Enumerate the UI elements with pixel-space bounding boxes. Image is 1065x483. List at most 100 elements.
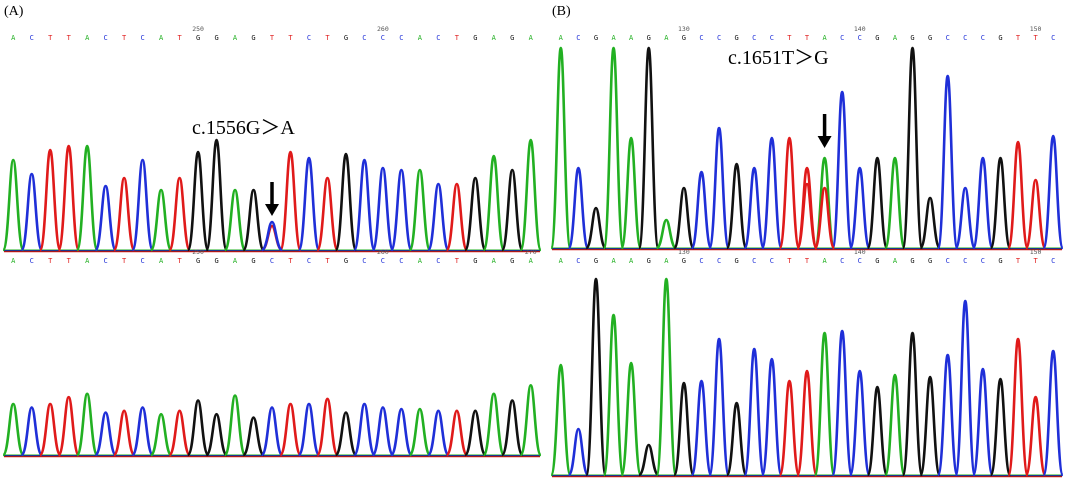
trace-peak xyxy=(1007,140,1029,250)
trace-peak xyxy=(352,158,376,252)
trace-peak xyxy=(549,363,572,477)
base-call: G xyxy=(647,257,651,265)
base-call: T xyxy=(48,257,53,265)
base-call: T xyxy=(270,34,275,42)
base-call: A xyxy=(418,34,423,42)
base-call: G xyxy=(928,34,932,42)
trace-peak xyxy=(549,46,572,250)
base-call: A xyxy=(611,257,616,265)
trace-peak xyxy=(866,156,889,250)
base-call: T xyxy=(122,34,127,42)
base-call: G xyxy=(473,34,477,42)
base-call: T xyxy=(48,34,53,42)
trace-peak xyxy=(242,188,265,252)
base-call: C xyxy=(141,34,145,42)
base-call: G xyxy=(594,34,598,42)
trace-peak xyxy=(866,385,889,477)
base-call: C xyxy=(30,34,34,42)
trace-peak xyxy=(1042,134,1065,250)
base-call: A xyxy=(629,34,634,42)
trace-peak xyxy=(57,395,81,457)
base-call: T xyxy=(805,34,810,42)
base-call: C xyxy=(576,257,580,265)
base-call: A xyxy=(629,257,634,265)
trace-peak xyxy=(186,399,210,457)
base-call: G xyxy=(214,34,218,42)
trace-peak xyxy=(989,377,1012,477)
base-call: C xyxy=(981,257,985,265)
base-call: G xyxy=(735,34,739,42)
trace-peak xyxy=(989,156,1012,250)
base-call: A xyxy=(893,34,898,42)
base-call: A xyxy=(559,257,564,265)
base-call: A xyxy=(418,257,423,265)
trace-peak xyxy=(901,46,924,250)
base-call: T xyxy=(455,257,460,265)
trace-peak xyxy=(94,411,118,457)
base-call: G xyxy=(214,257,218,265)
trace-peak xyxy=(149,188,173,252)
base-call: C xyxy=(399,34,403,42)
base-call: C xyxy=(770,257,774,265)
base-call: C xyxy=(858,257,862,265)
trace-peak xyxy=(620,361,643,477)
trace-peak xyxy=(445,409,469,457)
position-number: 260 xyxy=(377,25,389,33)
base-call: C xyxy=(963,257,967,265)
base-call: C xyxy=(770,34,774,42)
trace-peak xyxy=(426,409,450,457)
trace-peak xyxy=(848,166,871,250)
base-call: C xyxy=(840,257,844,265)
base-call: C xyxy=(858,34,862,42)
trace-peak xyxy=(919,196,942,250)
base-call: G xyxy=(910,34,914,42)
base-call: T xyxy=(67,34,72,42)
base-call: C xyxy=(362,257,366,265)
trace-peak xyxy=(708,126,731,250)
trace-peak xyxy=(297,156,321,252)
trace-peak xyxy=(813,331,836,477)
trace-peak xyxy=(796,166,818,250)
trace-peak xyxy=(1007,337,1029,477)
trace-peak xyxy=(796,369,818,477)
base-call: A xyxy=(611,34,616,42)
trace-peak xyxy=(585,277,607,477)
trace-peak xyxy=(205,412,229,457)
base-call: A xyxy=(159,257,164,265)
panel-0-bottom-trace: A C T T A C T C A T G G A G C T C T G C C C A C T G A G A 250 260 270 xyxy=(1,248,543,458)
trace-peak xyxy=(743,166,766,250)
base-call: T xyxy=(288,257,293,265)
trace-peak xyxy=(334,152,358,252)
base-call: C xyxy=(104,257,108,265)
base-call: T xyxy=(787,257,792,265)
base-call: T xyxy=(1016,34,1021,42)
base-call: G xyxy=(998,34,1002,42)
base-call: C xyxy=(752,257,756,265)
base-call: C xyxy=(381,34,385,42)
panel-b-mutation-label: c.1651T＞G xyxy=(728,47,829,69)
base-call: C xyxy=(1051,257,1055,265)
panel-a-mutation-label: c.1556G＞A xyxy=(192,117,295,139)
base-call: C xyxy=(963,34,967,42)
trace-peak xyxy=(112,409,136,457)
trace-peak xyxy=(20,172,44,252)
base-call: T xyxy=(787,34,792,42)
base-call: C xyxy=(436,34,440,42)
trace-peak xyxy=(831,90,854,250)
base-call: C xyxy=(699,34,703,42)
trace-peak xyxy=(602,46,625,250)
base-call: T xyxy=(288,34,293,42)
base-call: G xyxy=(682,34,686,42)
base-call: T xyxy=(177,257,182,265)
trace-peak xyxy=(672,381,695,477)
trace-peak xyxy=(883,156,906,250)
mutation-arrow-head xyxy=(817,136,832,148)
base-call: G xyxy=(998,257,1002,265)
base-call: C xyxy=(307,257,311,265)
trace-peak xyxy=(315,397,339,457)
base-call: C xyxy=(307,34,311,42)
base-call: A xyxy=(11,34,16,42)
base-call: G xyxy=(682,257,686,265)
trace-peak xyxy=(690,170,713,250)
trace-peak xyxy=(848,369,871,477)
